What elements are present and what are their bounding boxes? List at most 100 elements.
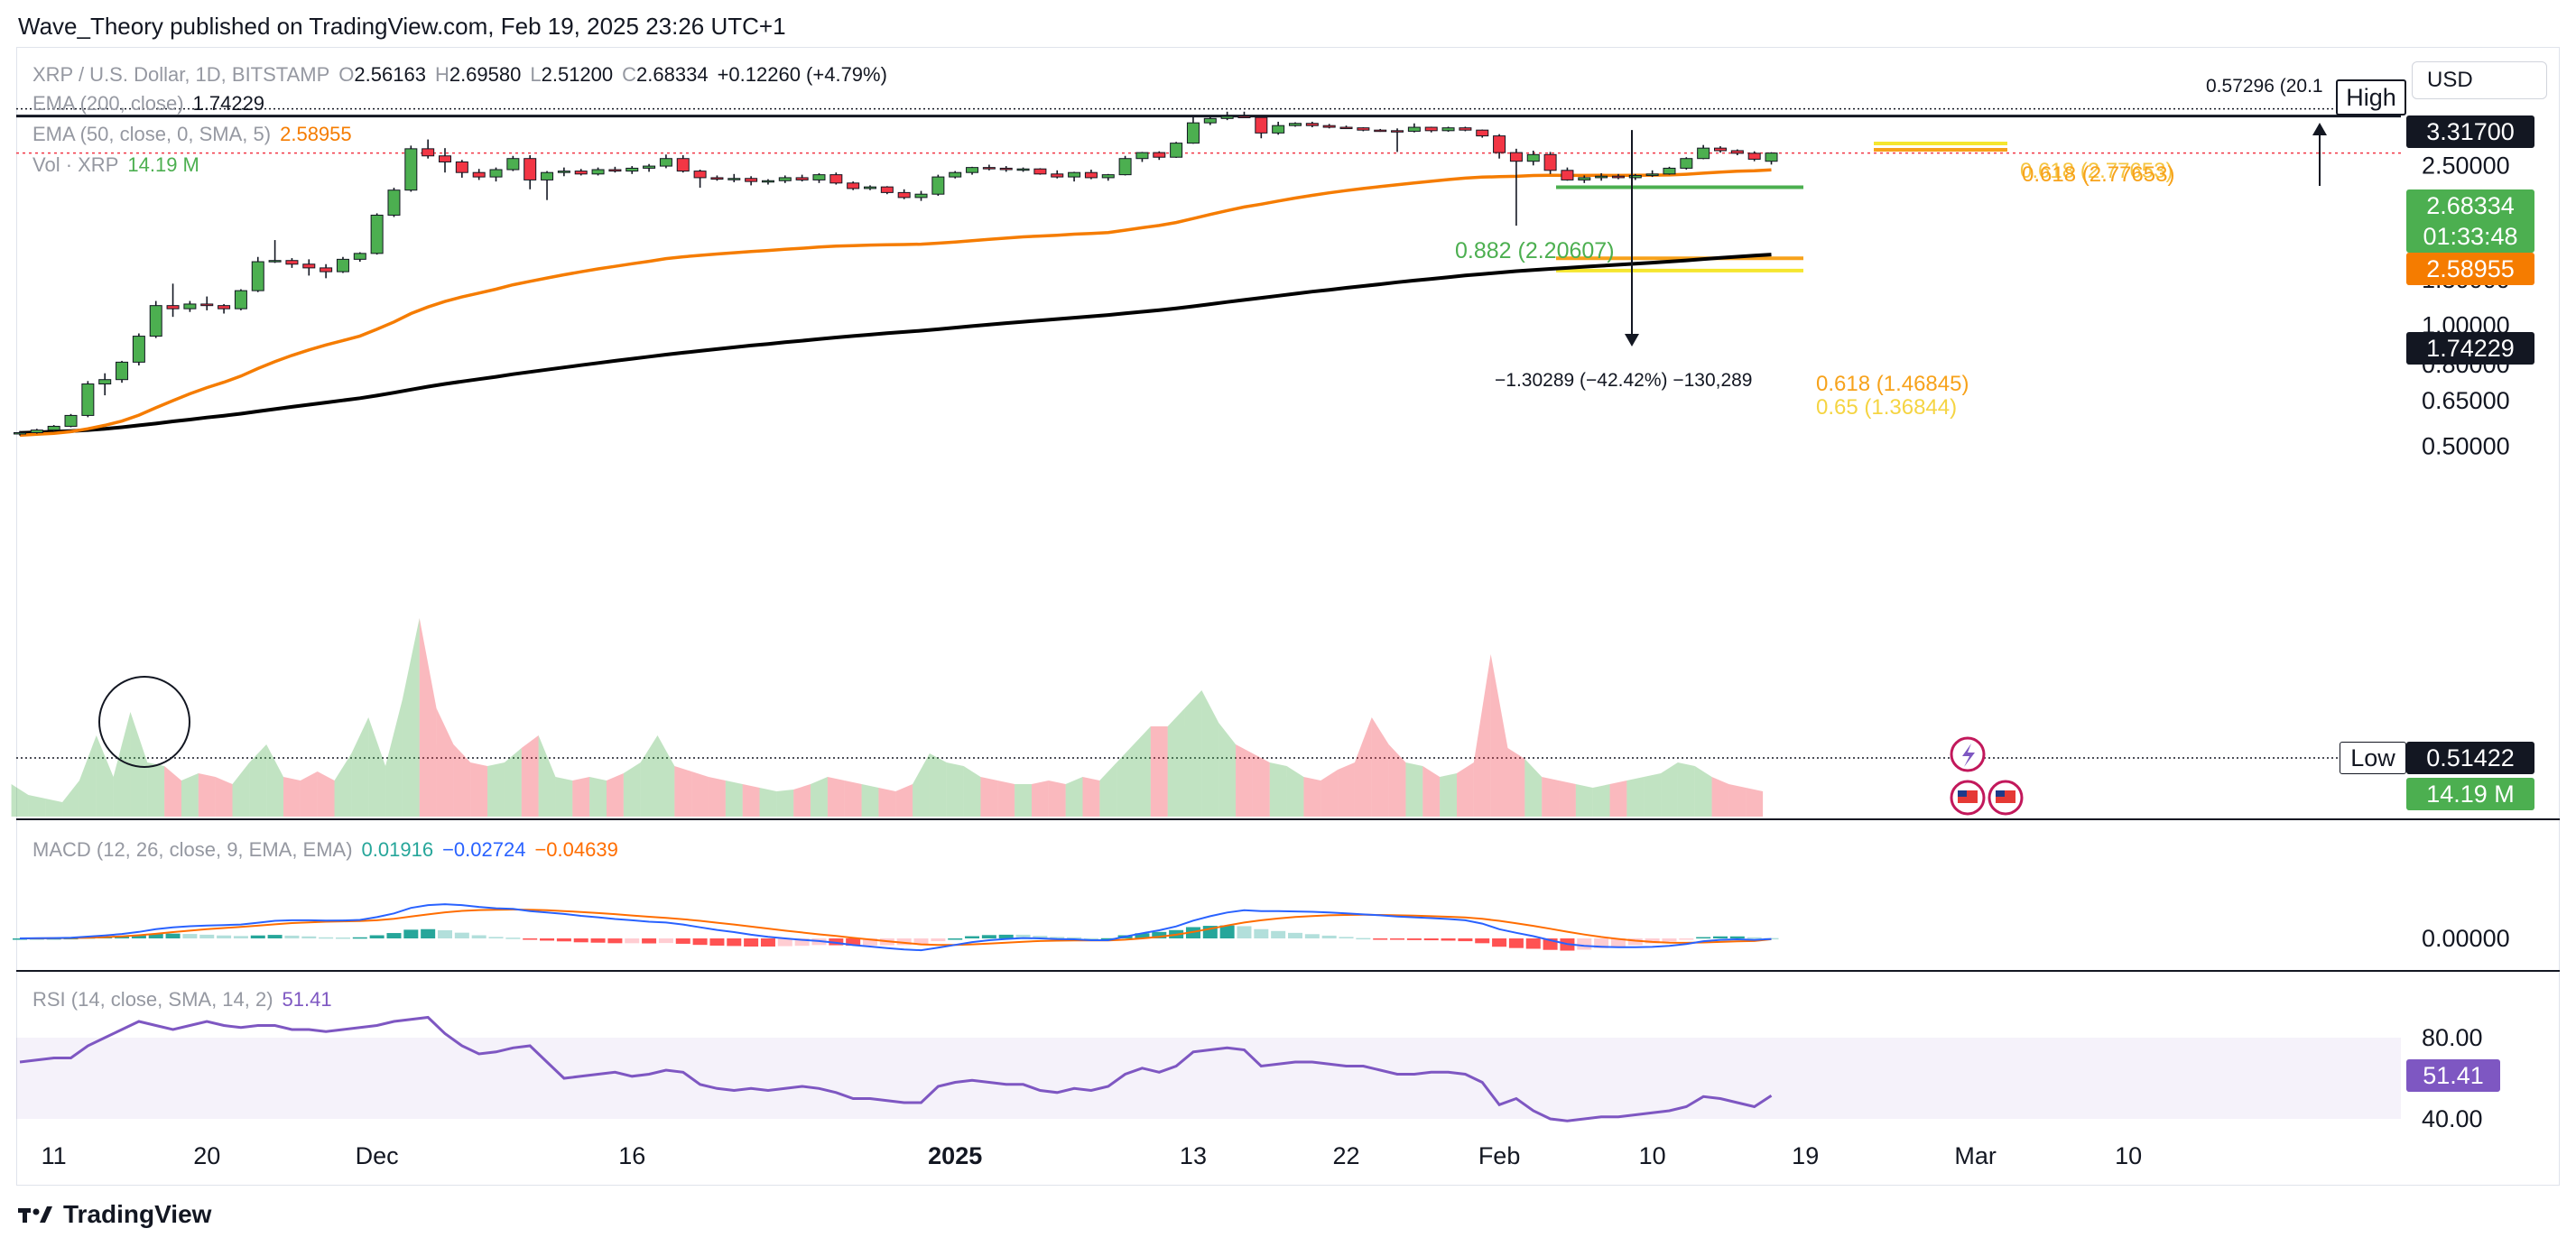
macd-histogram-bar — [760, 938, 775, 947]
volume-area-segment — [351, 717, 369, 817]
ema200-line — [19, 253, 1772, 435]
macd-histogram-bar — [1458, 938, 1473, 942]
candle-body — [1084, 171, 1098, 179]
macd-histogram-bar — [403, 929, 419, 938]
candle-body — [1765, 152, 1778, 162]
candle-body — [149, 305, 162, 337]
candle-body — [455, 161, 468, 173]
volume-area-segment — [861, 784, 879, 817]
macd-histogram-bar — [590, 938, 606, 943]
volume-area-segment — [266, 744, 284, 817]
candle — [864, 185, 876, 190]
candle — [1526, 150, 1540, 166]
candle — [949, 171, 962, 179]
volume-area-segment — [11, 784, 29, 817]
macd-histogram-bar — [1067, 937, 1082, 939]
candle-body — [1611, 175, 1625, 179]
time-axis-tick: 22 — [1332, 1142, 1359, 1169]
candle-body — [1186, 122, 1200, 144]
us-flag-canton — [1996, 790, 2005, 797]
macd-histogram-bar — [540, 938, 555, 941]
candle — [829, 172, 843, 185]
candle — [302, 259, 316, 276]
volume-area-segment — [1371, 717, 1389, 817]
candle-body — [1509, 152, 1523, 162]
currency-button[interactable]: USD — [2412, 61, 2547, 99]
candle — [1033, 168, 1047, 175]
macd-histogram-bar — [148, 933, 163, 938]
candle — [1697, 144, 1710, 160]
time-axis-tick: 2025 — [928, 1142, 982, 1169]
macd-histogram-bar — [352, 937, 367, 939]
macd-histogram-bar — [1645, 938, 1660, 944]
candle — [404, 145, 418, 192]
rsi-axis-tick: 40.00 — [2422, 1105, 2483, 1132]
high-price-tag: 3.31700 — [2406, 115, 2534, 148]
candle — [336, 256, 349, 273]
candle-body — [200, 303, 214, 307]
volume-area-segment — [1592, 784, 1610, 817]
candle-body — [268, 260, 282, 263]
candle-body — [1272, 125, 1285, 134]
macd-histogram-bar — [709, 938, 725, 946]
candle-body — [1068, 171, 1081, 178]
volume-area-segment — [215, 777, 233, 817]
volume-area-segment — [555, 777, 573, 817]
candle — [778, 175, 792, 183]
volume-area-segment — [589, 777, 607, 817]
macd-histogram-bar — [1594, 938, 1609, 948]
candle — [812, 173, 826, 183]
volume-area-segment — [929, 753, 947, 817]
volume-area-segment — [878, 788, 896, 817]
volume-area-segment — [1542, 777, 1560, 817]
macd-histogram-bar — [1100, 938, 1116, 940]
volume-area-segment — [1015, 784, 1032, 817]
macd-histogram-bar — [896, 938, 912, 946]
macd-histogram-bar — [573, 938, 588, 943]
candle-body — [1289, 123, 1302, 126]
volume-area-segment — [1728, 784, 1747, 817]
macd-histogram-bar — [1696, 937, 1711, 939]
volume-area-segment — [980, 777, 998, 817]
macd-histogram-bar — [556, 938, 571, 942]
candle-body — [574, 171, 588, 175]
macd-histogram-bar — [335, 937, 350, 939]
macd-histogram-bar — [1577, 938, 1592, 950]
last-price-tag: 2.68334 — [2406, 189, 2534, 222]
macd-histogram-bar — [777, 938, 792, 947]
candle — [1220, 111, 1234, 121]
macd-histogram-bar — [1406, 938, 1422, 940]
candle-body — [1118, 158, 1132, 176]
candle — [914, 190, 928, 201]
candle — [30, 429, 43, 434]
candle-body — [370, 214, 384, 254]
candle-body — [1237, 115, 1251, 118]
candle-body — [812, 174, 826, 180]
volume-area-segment — [1082, 777, 1100, 817]
volume-area-segment — [1134, 726, 1151, 817]
candle — [1255, 116, 1268, 139]
time-axis-tick: 20 — [193, 1142, 220, 1169]
candle — [320, 263, 333, 279]
macd-histogram-bar — [454, 932, 469, 938]
candle — [1424, 126, 1438, 133]
candle — [116, 360, 129, 383]
tradingview-logo[interactable]: TradingView — [18, 1200, 211, 1229]
ema200-legend: EMA (200, close) 1.74229 — [32, 92, 264, 115]
volume-area-segment — [487, 762, 505, 817]
macd-histogram-bar — [488, 937, 504, 938]
macd-histogram-bar — [931, 938, 946, 942]
time-axis-tick: 10 — [1639, 1142, 1666, 1169]
golden-cross-circle — [98, 676, 190, 768]
candle-body — [1680, 158, 1693, 169]
macd-histogram-bar — [727, 938, 742, 947]
macd-histogram-bar — [131, 935, 146, 938]
candle — [1663, 166, 1676, 175]
macd-histogram-bar — [1747, 937, 1762, 939]
candle — [557, 167, 570, 177]
chart-frame[interactable] — [16, 47, 2560, 1186]
volume-area-segment — [402, 618, 420, 817]
candle — [676, 155, 690, 173]
